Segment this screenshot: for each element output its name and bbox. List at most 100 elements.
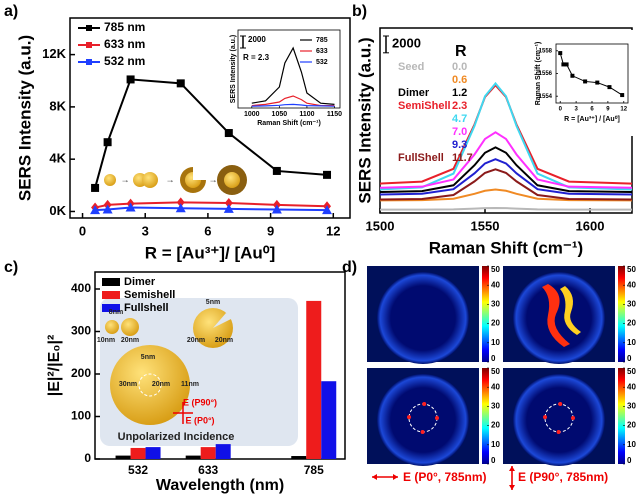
y-axis-label: Raman Shift (cm⁻¹): [535, 42, 542, 106]
marker: [323, 171, 331, 179]
figure: →→→ a)0369120K4K8K12KR = [Au³⁺]/ [Au⁰]SE…: [0, 0, 640, 496]
colorbar-label: 0: [627, 354, 632, 363]
colorbar-label: 10: [627, 338, 636, 347]
y-tick-label: 12K: [42, 46, 66, 61]
colorbar-label: 20: [627, 421, 636, 430]
plot-frame: [556, 44, 628, 103]
x-tick-label: 633: [198, 463, 218, 477]
field-disk: [513, 272, 605, 364]
annotation: 5nm: [141, 354, 155, 361]
inset-marker: [595, 81, 599, 85]
panel-label: a): [4, 3, 18, 20]
colorbar-label: 40: [627, 280, 636, 289]
field-disk: [377, 374, 469, 466]
colorbar-label: 30: [627, 300, 636, 309]
marker: [104, 138, 112, 146]
annotation: Unpolarized Incidence: [118, 431, 235, 443]
legend-label: 11.7: [452, 152, 473, 164]
y-tick-label: 8K: [49, 98, 66, 113]
hot-dot: [435, 416, 439, 420]
marker: [91, 184, 99, 192]
legend-label: 532 nm: [104, 54, 145, 68]
legend-label: 0.0: [452, 61, 467, 73]
scale-label: 2000: [248, 35, 266, 44]
bar: [201, 447, 216, 459]
x-axis-label: R = [Au³⁺]/ [Au⁰]: [145, 243, 276, 262]
y-axis-label: SERS Intensity (a.u.): [230, 35, 237, 103]
y-tick-label: 0: [84, 451, 91, 465]
annotation: 20nm: [215, 337, 233, 344]
colorbar-label: 50: [627, 265, 636, 274]
svg-text:→: →: [209, 174, 218, 184]
x-tick-label: 1000: [244, 111, 260, 118]
inset-marker: [565, 62, 569, 66]
field-disk: [513, 374, 605, 466]
marker: [225, 129, 233, 137]
legend-label: 4.7: [452, 113, 467, 125]
y-tick-label: 4K: [49, 151, 66, 166]
series-line: [380, 208, 632, 210]
colorbar-label: 10: [627, 440, 636, 449]
x-tick-label: 1600: [576, 218, 605, 233]
colorbar-label: 50: [627, 367, 636, 376]
colorbar-label: 10: [491, 440, 500, 449]
legend-label: 1.2: [452, 87, 467, 99]
colorbar: [618, 266, 625, 362]
annotation: 10nm: [97, 337, 115, 344]
y-axis-label: |E|²/|E₀|²: [46, 335, 63, 397]
bar: [216, 444, 231, 459]
legend-swatch: [102, 278, 120, 286]
legend-group: Dimer: [398, 87, 430, 99]
hot-dot: [421, 430, 425, 434]
svg-text:→: →: [121, 174, 130, 184]
colorbar-label: 30: [491, 402, 500, 411]
legend-group: FullShell: [398, 152, 444, 164]
inset-marker: [607, 85, 611, 89]
annotation: 5nm: [206, 299, 220, 306]
x-tick-label: 1550: [471, 218, 500, 233]
legend-label: 9.3: [452, 139, 467, 151]
inset-legend-label: 633: [316, 48, 328, 55]
legend-marker: [86, 59, 92, 65]
legend-group: Seed: [398, 61, 424, 73]
annotation: 20nm: [187, 337, 205, 344]
bar: [186, 456, 201, 459]
legend-label: 633 nm: [104, 37, 145, 51]
legend-label: 0.6: [452, 74, 467, 86]
x-tick-label: 1100: [299, 111, 314, 118]
annotation: 8nm: [109, 309, 123, 316]
colorbar-label: 30: [491, 300, 500, 309]
inset-annotation: R = 2.3: [243, 53, 270, 62]
colorbar-label: 40: [491, 280, 500, 289]
hot-dot: [558, 402, 562, 406]
hot-dot: [557, 430, 561, 434]
x-tick-label: 9: [267, 223, 274, 238]
panel-label: d): [342, 259, 357, 276]
inset-marker: [570, 74, 574, 78]
x-axis-label: Wavelength (nm): [156, 477, 284, 494]
legend-title: R: [455, 43, 467, 60]
legend-label: 2.3: [452, 100, 467, 112]
colorbar: [482, 368, 489, 464]
legend-swatch: [102, 291, 120, 299]
bar: [131, 448, 146, 459]
x-tick-label: 1150: [327, 111, 342, 118]
legend-marker: [86, 25, 92, 31]
legend-group: SemiShell: [398, 100, 451, 112]
x-tick-label: 1500: [366, 218, 395, 233]
x-axis-label: R = [Au³⁺] / [Au⁰]: [564, 115, 620, 123]
legend-marker: [86, 42, 92, 48]
y-axis-label: SERS Intensity (a.u.): [15, 35, 34, 201]
hot-dot: [543, 415, 547, 419]
x-tick-label: 532: [128, 463, 148, 477]
bar: [116, 456, 131, 459]
field-disk: [377, 272, 469, 364]
legend-label: Dimer: [124, 276, 156, 288]
y-tick-label: 400: [71, 281, 91, 295]
hot-dot: [422, 402, 426, 406]
series-line: [380, 159, 632, 194]
hot-dot: [571, 416, 575, 420]
inset-marker: [558, 51, 562, 55]
inset-marker: [620, 93, 624, 97]
caption: E (P0°, 785nm): [403, 470, 487, 484]
